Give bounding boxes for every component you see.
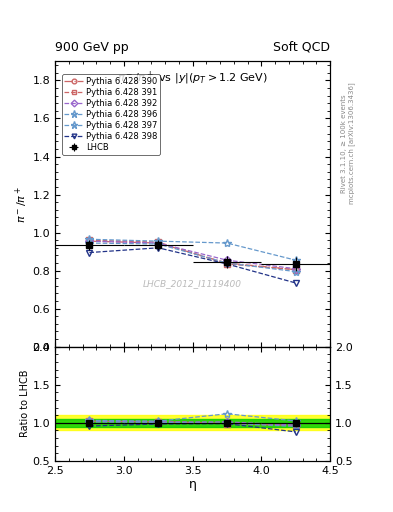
Pythia 6.428 396 (87, 236, 92, 242)
Pythia 6.428 392 (225, 257, 230, 263)
Y-axis label: Ratio to LHCB: Ratio to LHCB (20, 370, 29, 437)
Pythia 6.428 392 (294, 266, 298, 272)
Pythia 6.428 390 (156, 240, 161, 246)
Pythia 6.428 390 (294, 267, 298, 273)
Line: Pythia 6.428 397: Pythia 6.428 397 (85, 239, 300, 276)
X-axis label: η: η (189, 478, 196, 492)
Line: Pythia 6.428 391: Pythia 6.428 391 (86, 238, 299, 272)
Pythia 6.428 396 (156, 238, 161, 244)
Pythia 6.428 397 (87, 240, 92, 246)
Pythia 6.428 398 (156, 245, 161, 251)
Pythia 6.428 398 (294, 280, 298, 286)
Text: mcplots.cern.ch [arXiv:1306.3436]: mcplots.cern.ch [arXiv:1306.3436] (348, 82, 355, 204)
Pythia 6.428 397 (294, 268, 298, 274)
Text: Soft QCD: Soft QCD (273, 41, 330, 54)
Legend: Pythia 6.428 390, Pythia 6.428 391, Pythia 6.428 392, Pythia 6.428 396, Pythia 6: Pythia 6.428 390, Pythia 6.428 391, Pyth… (62, 74, 160, 155)
Text: $\pi^-/\pi^+$ vs $|y|(p_T > 1.2\ \mathrm{GeV})$: $\pi^-/\pi^+$ vs $|y|(p_T > 1.2\ \mathrm… (117, 70, 268, 88)
Line: Pythia 6.428 398: Pythia 6.428 398 (86, 245, 299, 286)
Pythia 6.428 398 (225, 261, 230, 267)
Line: Pythia 6.428 392: Pythia 6.428 392 (86, 239, 299, 271)
Bar (55, 415, 330, 431)
Pythia 6.428 396 (294, 257, 298, 263)
Line: Pythia 6.428 396: Pythia 6.428 396 (85, 235, 300, 264)
Y-axis label: $\pi^-/\pi^+$: $\pi^-/\pi^+$ (13, 185, 29, 223)
Pythia 6.428 390 (87, 238, 92, 244)
Text: Rivet 3.1.10, ≥ 100k events: Rivet 3.1.10, ≥ 100k events (341, 94, 347, 193)
Pythia 6.428 392 (87, 238, 92, 244)
Pythia 6.428 391 (294, 267, 298, 273)
Pythia 6.428 397 (156, 241, 161, 247)
Pythia 6.428 398 (87, 249, 92, 255)
Line: Pythia 6.428 390: Pythia 6.428 390 (86, 239, 299, 272)
Pythia 6.428 396 (225, 240, 230, 246)
Pythia 6.428 391 (156, 239, 161, 245)
Text: 900 GeV pp: 900 GeV pp (55, 41, 129, 54)
Pythia 6.428 390 (225, 260, 230, 266)
Pythia 6.428 391 (225, 261, 230, 267)
Pythia 6.428 392 (156, 240, 161, 246)
Text: LHCB_2012_I1119400: LHCB_2012_I1119400 (143, 280, 242, 288)
Pythia 6.428 397 (225, 260, 230, 266)
Pythia 6.428 391 (87, 237, 92, 243)
Bar (55, 419, 330, 426)
